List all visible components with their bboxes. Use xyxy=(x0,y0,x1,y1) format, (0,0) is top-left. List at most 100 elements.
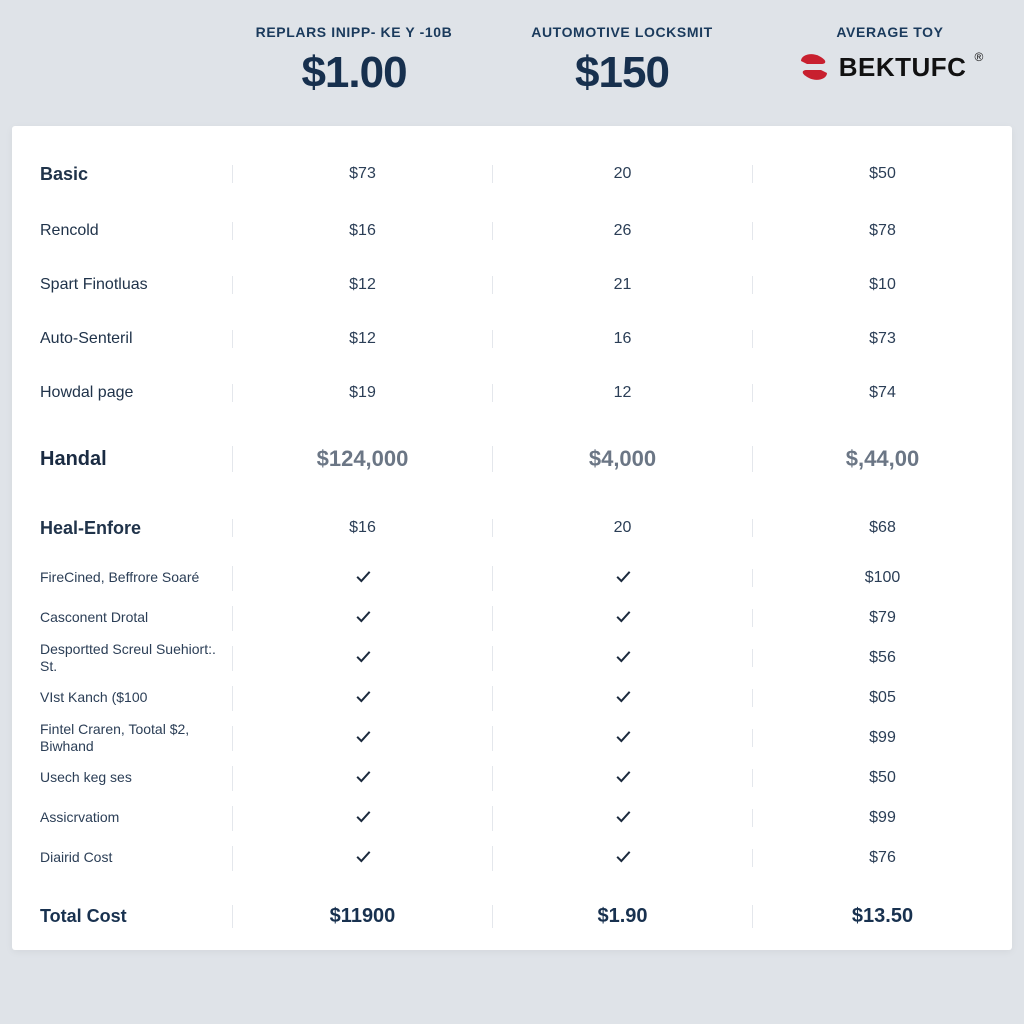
check-icon xyxy=(613,606,633,631)
table-cell: $50 xyxy=(752,769,1012,787)
table-row: Howdal page$1912$74 xyxy=(12,366,1012,420)
table-cell xyxy=(492,846,752,871)
table-cell: $56 xyxy=(752,649,1012,667)
table-cell: $99 xyxy=(752,729,1012,747)
table-cell: 12 xyxy=(492,384,752,402)
table-cell: 16 xyxy=(492,330,752,348)
table-cell xyxy=(492,686,752,711)
table-cell: $124,000 xyxy=(232,446,492,472)
row-label: Heal-Enfore xyxy=(12,517,232,540)
comparison-table: Basic$7320$50Rencold$1626$78Spart Finotl… xyxy=(12,126,1012,950)
header-col-1-price: $1.00 xyxy=(301,48,406,98)
table-cell: $99 xyxy=(752,809,1012,827)
table-cell: 20 xyxy=(492,165,752,183)
table-cell: $13.50 xyxy=(752,905,1012,928)
row-label: Basic xyxy=(12,163,232,186)
header-col-2: AUTOMOTIVE LOCKSMIT $150 xyxy=(488,24,756,98)
table-row: Auto-Senteril$1216$73 xyxy=(12,312,1012,366)
table-cell: $12 xyxy=(232,330,492,348)
table-row: Heal-Enfore$1620$68 xyxy=(12,498,1012,558)
row-label: Handal xyxy=(12,447,232,472)
table-cell xyxy=(232,766,492,791)
row-label: Howdal page xyxy=(12,383,232,403)
table-cell xyxy=(232,686,492,711)
row-label: Auto-Senteril xyxy=(12,329,232,349)
table-cell: $1.90 xyxy=(492,905,752,928)
table-cell: $12 xyxy=(232,276,492,294)
table-cell: 20 xyxy=(492,519,752,537)
table-cell xyxy=(232,606,492,631)
row-label: Usech keg ses xyxy=(12,769,232,787)
row-label: Casconent Drotal xyxy=(12,609,232,627)
header-col-3: AVERAGE TOY BEKTUFC ® xyxy=(756,24,1024,98)
table-cell xyxy=(492,766,752,791)
table-cell: 26 xyxy=(492,222,752,240)
table-row: FireCined, Beffrore Soaré $100 xyxy=(12,558,1012,598)
check-icon xyxy=(353,606,373,631)
table-cell: $78 xyxy=(752,222,1012,240)
brand-icon xyxy=(797,50,831,84)
table-cell xyxy=(232,846,492,871)
brand-registered-mark: ® xyxy=(974,50,983,64)
table-cell: $50 xyxy=(752,165,1012,183)
table-row: Basic$7320$50 xyxy=(12,144,1012,204)
table-cell xyxy=(492,726,752,751)
check-icon xyxy=(613,766,633,791)
header-col-1: REPLARS INIPP- KE Y -10B $1.00 xyxy=(220,24,488,98)
check-icon xyxy=(353,806,373,831)
table-cell: $19 xyxy=(232,384,492,402)
row-label: Rencold xyxy=(12,221,232,241)
check-icon xyxy=(613,686,633,711)
table-cell xyxy=(492,806,752,831)
pricing-header: REPLARS INIPP- KE Y -10B $1.00 AUTOMOTIV… xyxy=(0,0,1024,126)
header-col-3-label: AVERAGE TOY xyxy=(836,24,943,40)
table-row: Usech keg ses $50 xyxy=(12,758,1012,798)
table-row: Handal$124,000$4,000$,44,00 xyxy=(12,420,1012,498)
table-row: Total Cost$11900$1.90$13.50 xyxy=(12,886,1012,946)
table-row: Fintel Craren, Tootal $2, Biwhand $99 xyxy=(12,718,1012,758)
check-icon xyxy=(353,686,373,711)
header-col-2-label: AUTOMOTIVE LOCKSMIT xyxy=(531,24,712,40)
check-icon xyxy=(613,646,633,671)
check-icon xyxy=(353,726,373,751)
table-cell xyxy=(492,566,752,591)
check-icon xyxy=(353,646,373,671)
row-label: Total Cost xyxy=(12,905,232,928)
check-icon xyxy=(613,726,633,751)
table-cell: $74 xyxy=(752,384,1012,402)
check-icon xyxy=(353,846,373,871)
row-label: Fintel Craren, Tootal $2, Biwhand xyxy=(12,721,232,756)
table-cell xyxy=(232,566,492,591)
table-cell: $05 xyxy=(752,689,1012,707)
table-cell: $10 xyxy=(752,276,1012,294)
table-cell: $4,000 xyxy=(492,446,752,472)
row-label: Desportted Screul Suehiort:. St. xyxy=(12,641,232,676)
row-label: Spart Finotluas xyxy=(12,275,232,295)
table-row: Casconent Drotal $79 xyxy=(12,598,1012,638)
row-label: Assicrvatiom xyxy=(12,809,232,827)
header-col-1-label: REPLARS INIPP- KE Y -10B xyxy=(256,24,453,40)
check-icon xyxy=(353,766,373,791)
table-row: Rencold$1626$78 xyxy=(12,204,1012,258)
table-cell xyxy=(232,646,492,671)
table-cell: $16 xyxy=(232,519,492,537)
check-icon xyxy=(613,566,633,591)
check-icon xyxy=(353,566,373,591)
table-cell: $,44,00 xyxy=(752,446,1012,472)
table-cell: $73 xyxy=(752,330,1012,348)
header-col-2-price: $150 xyxy=(575,48,669,98)
table-cell: $79 xyxy=(752,609,1012,627)
row-label: Diairid Cost xyxy=(12,849,232,867)
table-cell xyxy=(232,726,492,751)
row-label: FireCined, Beffrore Soaré xyxy=(12,569,232,587)
check-icon xyxy=(613,846,633,871)
table-cell: $73 xyxy=(232,165,492,183)
table-row: Desportted Screul Suehiort:. St. $56 xyxy=(12,638,1012,678)
table-cell xyxy=(492,646,752,671)
table-cell: $76 xyxy=(752,849,1012,867)
table-cell: $11900 xyxy=(232,905,492,928)
brand-logo: BEKTUFC ® xyxy=(797,50,984,84)
table-cell: $16 xyxy=(232,222,492,240)
table-row: Spart Finotluas$1221$10 xyxy=(12,258,1012,312)
table-cell: $100 xyxy=(752,569,1012,587)
